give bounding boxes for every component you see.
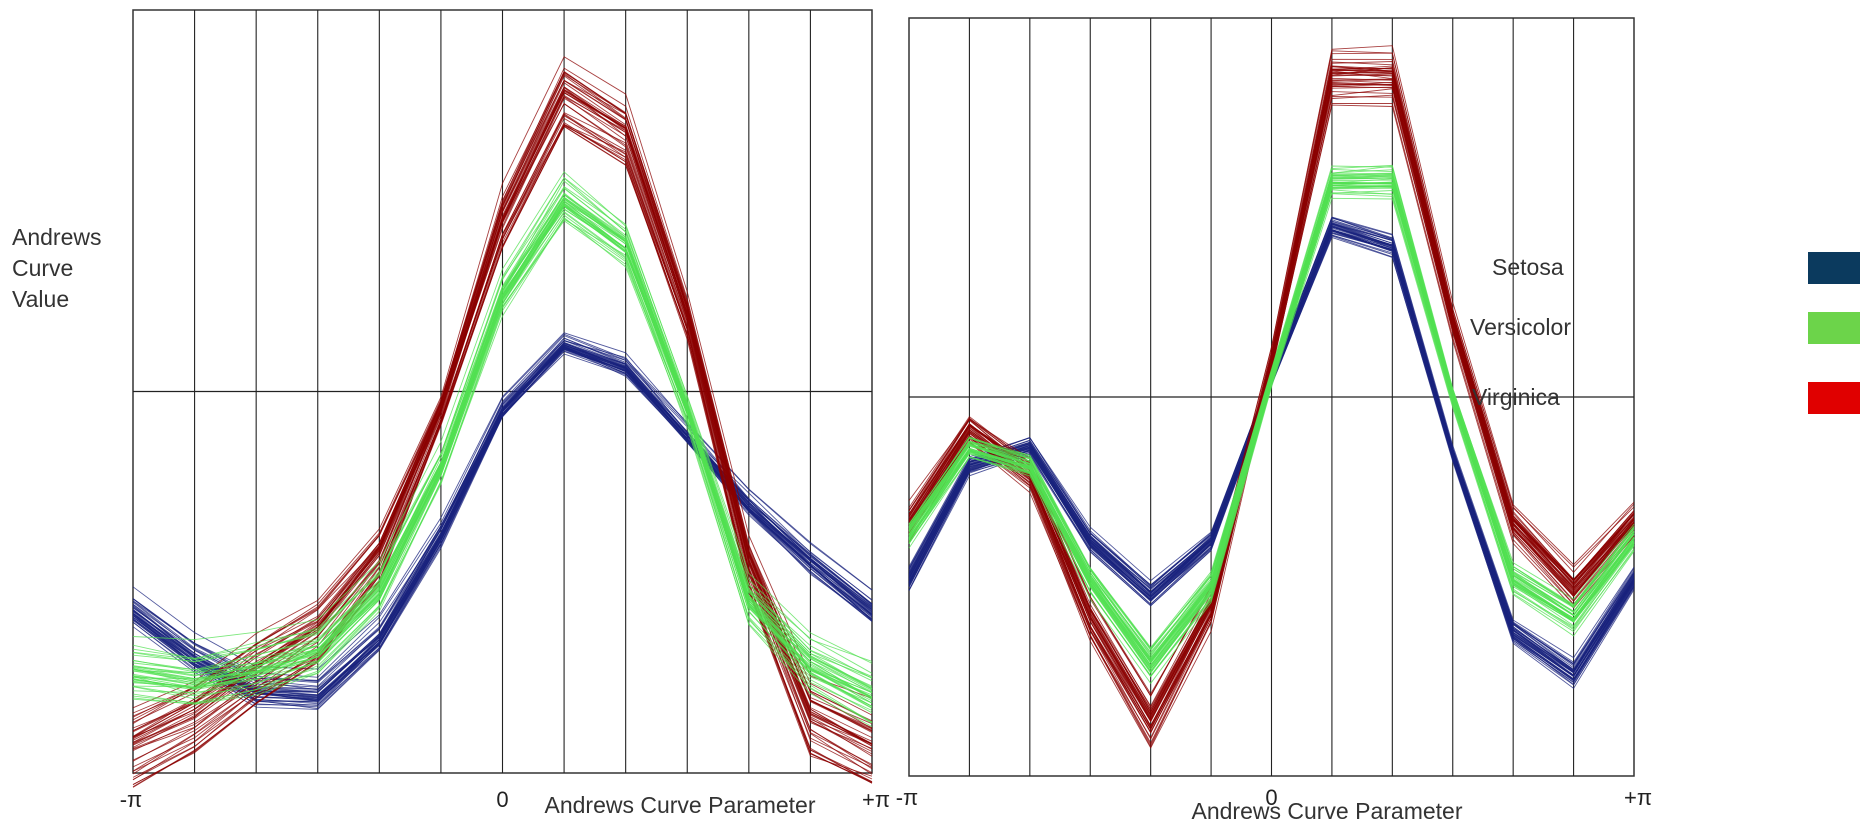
- legend-swatch-setosa: [1808, 252, 1860, 284]
- legend-item-versicolor: Versicolor: [1470, 310, 1860, 350]
- legend-swatch-versicolor: [1808, 312, 1860, 344]
- x-axis-label: Andrews Curve Parameter: [1192, 798, 1463, 821]
- x-tick-label: +π: [1624, 785, 1652, 810]
- curve-line: [908, 164, 1635, 649]
- y-axis-title-line-2: Curve: [12, 255, 74, 281]
- series-versicolor: [908, 164, 1635, 685]
- x-tick-label: 0: [1265, 785, 1277, 810]
- legend-item-virginica: Virginica: [1470, 380, 1860, 420]
- curve-line: [132, 208, 873, 707]
- curve-line: [132, 180, 873, 679]
- curve-line: [132, 218, 873, 711]
- legend-label-versicolor: Versicolor: [1470, 314, 1571, 340]
- left-andrews-plot: -π 0 +π Andrews Curve Parameter: [120, 9, 890, 818]
- curve-line: [132, 192, 873, 689]
- right-andrews-plot: -π 0 +π Andrews Curve Parameter: [896, 17, 1652, 821]
- curve-line: [132, 56, 873, 709]
- y-axis-title: Andrews Curve Value: [12, 222, 132, 315]
- x-tick-label: +π: [862, 787, 890, 812]
- curve-line: [132, 214, 873, 724]
- legend-swatch-virginica: [1808, 382, 1860, 414]
- curve-line: [132, 350, 873, 710]
- x-tick-label: -π: [120, 787, 143, 812]
- x-tick-label: 0: [496, 787, 508, 812]
- curve-line: [132, 70, 873, 722]
- curve-line: [132, 339, 873, 684]
- curve-line: [908, 78, 1635, 731]
- curve-line: [132, 342, 873, 693]
- legend-label-setosa: Setosa: [1492, 254, 1564, 280]
- curve-line: [132, 200, 873, 699]
- curve-line: [132, 177, 873, 662]
- legend-item-setosa: Setosa: [1470, 250, 1860, 290]
- y-axis-title-line-3: Value: [12, 286, 70, 312]
- x-axis-label: Andrews Curve Parameter: [545, 792, 816, 818]
- curve-line: [132, 171, 873, 664]
- curve-line: [132, 97, 873, 755]
- curve-bundles: [132, 56, 873, 788]
- curve-line: [908, 182, 1635, 663]
- curve-line: [908, 94, 1635, 744]
- series-versicolor: [132, 171, 873, 727]
- curve-line: [132, 185, 873, 682]
- curve-bundles: [908, 45, 1635, 749]
- y-axis-title-line-1: Andrews: [12, 224, 102, 250]
- curve-line: [132, 217, 873, 723]
- x-tick-label: -π: [896, 785, 919, 810]
- curve-line: [132, 117, 873, 775]
- legend-label-virginica: Virginica: [1472, 384, 1560, 410]
- curve-line: [132, 90, 873, 745]
- curve-line: [132, 353, 873, 710]
